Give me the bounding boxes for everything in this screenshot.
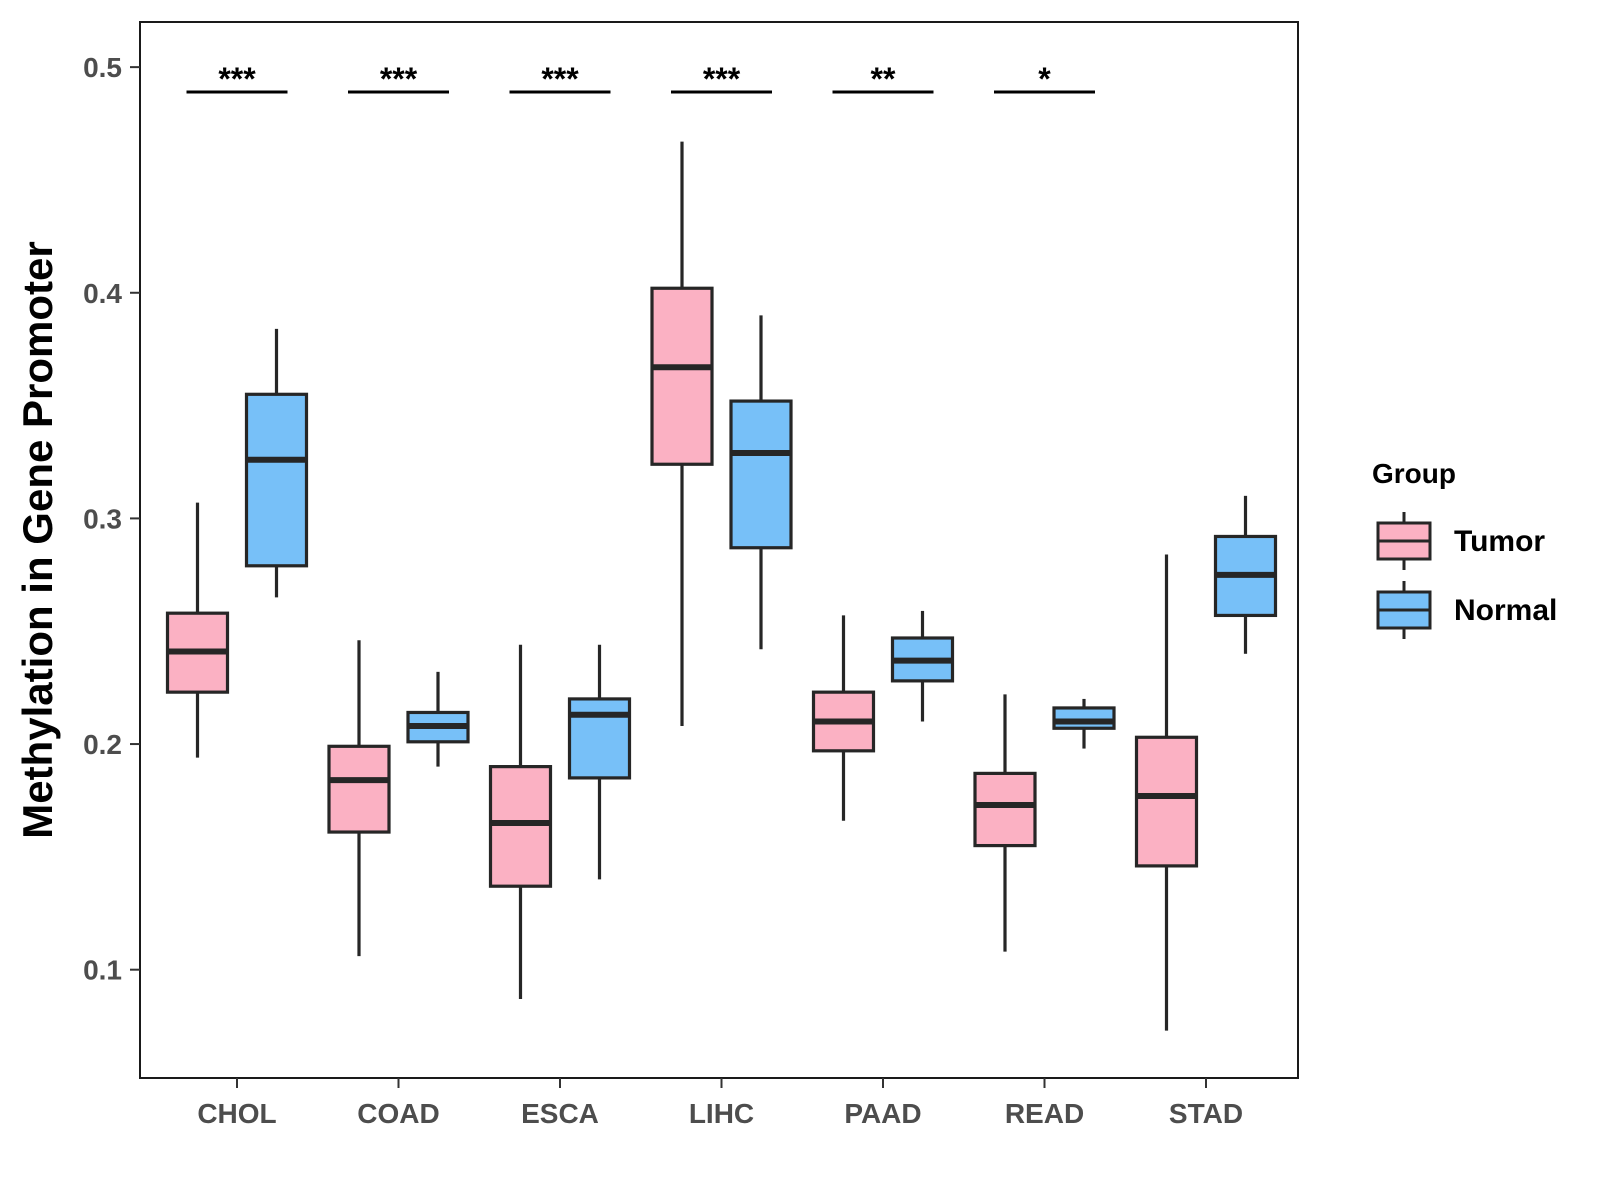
boxplot-normal-lihc (729, 315, 793, 650)
iqr-box (650, 286, 714, 466)
x-tick-label: ESCA (521, 1098, 599, 1129)
boxplot-tumor-esca (488, 644, 553, 1000)
significance-annotation-chol: *** (186, 61, 288, 97)
x-tick-label: LIHC (689, 1098, 754, 1129)
boxplot-tumor-stad (1134, 554, 1199, 1031)
significance-stars: * (1038, 61, 1051, 97)
significance-stars: *** (541, 61, 579, 97)
boxplot-normal-stad (1213, 495, 1278, 654)
legend-entry-label: Tumor (1454, 525, 1545, 558)
iqr-box (327, 744, 391, 834)
iqr-box (567, 697, 632, 780)
x-tick-label: STAD (1169, 1098, 1243, 1129)
significance-stars: *** (380, 61, 418, 97)
boxplot-tumor-chol (165, 502, 230, 758)
legend-entry-normal: Normal (1376, 581, 1557, 639)
iqr-box (244, 392, 309, 568)
boxplot-tumor-coad (327, 640, 391, 957)
iqr-box (1052, 706, 1116, 730)
legend-title: Group (1372, 458, 1456, 489)
x-tick-label: COAD (357, 1098, 439, 1129)
boxplot-normal-coad (406, 671, 470, 767)
significance-annotation-paad: ** (832, 61, 934, 97)
significance-stars: *** (218, 61, 256, 97)
iqr-box (729, 399, 793, 550)
boxplot-tumor-lihc (650, 141, 714, 726)
y-tick-label: 0.2 (83, 729, 122, 760)
plot-panel-border (139, 21, 1299, 1079)
x-tick-label: PAAD (844, 1098, 921, 1129)
significance-stars: *** (703, 61, 741, 97)
significance-annotation-coad: *** (348, 61, 449, 97)
boxplot-normal-read (1052, 698, 1116, 749)
significance-annotation-read: * (994, 61, 1095, 97)
iqr-box (1134, 735, 1199, 868)
legend-entry-label: Normal (1454, 594, 1557, 627)
boxplot-normal-esca (567, 644, 632, 880)
iqr-box (488, 765, 553, 888)
x-tick-label: READ (1005, 1098, 1084, 1129)
boxplot-tumor-paad (811, 615, 876, 821)
significance-stars: ** (871, 61, 896, 97)
boxplot-normal-chol (244, 328, 309, 598)
iqr-box (973, 771, 1037, 848)
y-tick-label: 0.3 (83, 503, 122, 534)
legend-entry-tumor: Tumor (1376, 512, 1545, 570)
significance-annotation-lihc: *** (671, 61, 772, 97)
x-tick-label: CHOL (197, 1098, 276, 1129)
y-axis-title: Methylation in Gene Promoter (14, 241, 61, 838)
boxplot-tumor-read (973, 694, 1037, 952)
y-tick-label: 0.5 (83, 52, 122, 83)
y-tick-label: 0.1 (83, 955, 122, 986)
boxplot-normal-paad (890, 610, 955, 722)
significance-annotation-esca: *** (509, 61, 611, 97)
y-tick-label: 0.4 (83, 278, 122, 309)
